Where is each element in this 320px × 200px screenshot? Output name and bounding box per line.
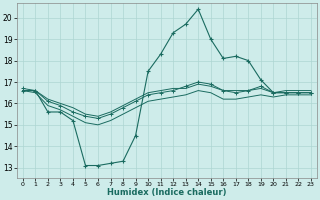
X-axis label: Humidex (Indice chaleur): Humidex (Indice chaleur)	[107, 188, 227, 197]
